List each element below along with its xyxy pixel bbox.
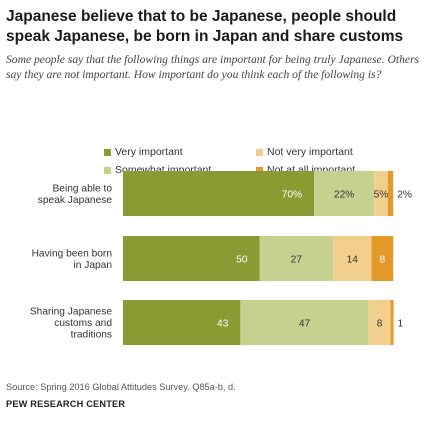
data-label-not-very-speak-japanese: 5% (374, 189, 389, 200)
category-label-customs-traditions-line-3: traditions (71, 330, 112, 341)
data-label-very-speak-japanese: 70% (282, 189, 302, 200)
bar-somewhat-customs-traditions (240, 300, 369, 345)
category-label-born-in-japan-line-1: Having been born (32, 248, 112, 259)
data-label-not-very-customs-traditions: 8 (377, 318, 383, 329)
category-label-customs-traditions-line-1: Sharing Japanese (30, 307, 112, 318)
bar-somewhat-speak-japanese (314, 171, 375, 216)
data-label-not-at-all-customs-traditions: 1 (398, 318, 404, 329)
category-label-customs-traditions-line-2: customs and (54, 318, 112, 329)
bar-somewhat-born-in-japan (259, 236, 334, 281)
category-label-speak-japanese-line-1: Being able to (53, 183, 113, 194)
category-label-born-in-japan-line-2: in Japan (73, 260, 112, 271)
bar-very-born-in-japan (123, 236, 260, 281)
bar-not-at-all-customs-traditions (390, 300, 394, 345)
data-label-not-very-born-in-japan: 14 (347, 254, 359, 265)
data-label-not-at-all-born-in-japan: 8 (380, 254, 386, 265)
chart-subtitle: Some people say that the following thing… (6, 53, 420, 81)
data-label-very-born-in-japan: 50 (236, 254, 248, 265)
chart-title: Japanese believe that to be Japanese, pe… (6, 8, 404, 45)
bar-not-at-all-born-in-japan (371, 236, 394, 281)
bar-very-customs-traditions (123, 300, 241, 345)
bar-not-very-born-in-japan (333, 236, 372, 281)
data-label-very-customs-traditions: 43 (217, 318, 229, 329)
bar-very-speak-japanese (123, 171, 315, 216)
data-label-not-at-all-speak-japanese: 2% (397, 189, 412, 200)
bar-not-very-customs-traditions (368, 300, 391, 345)
bar-not-at-all-speak-japanese (387, 171, 394, 216)
data-label-somewhat-born-in-japan: 27 (291, 254, 303, 265)
data-label-somewhat-customs-traditions: 47 (299, 318, 311, 329)
organization-name: PEW RESEARCH CENTER (6, 399, 126, 409)
category-label-speak-japanese-line-2: speak Japanese (38, 195, 113, 206)
bar-not-very-speak-japanese (374, 171, 388, 216)
source-note: Source: Spring 2016 Global Attitudes Sur… (6, 382, 236, 392)
data-label-somewhat-speak-japanese: 22% (334, 189, 354, 200)
